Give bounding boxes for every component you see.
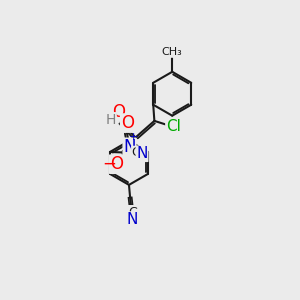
Text: O: O	[121, 114, 134, 132]
Text: −: −	[102, 155, 116, 173]
Text: Cl: Cl	[166, 119, 181, 134]
Text: N: N	[136, 146, 148, 161]
Text: N: N	[123, 138, 136, 156]
Text: N: N	[127, 212, 138, 227]
Text: C: C	[132, 146, 140, 159]
Text: CH₃: CH₃	[162, 47, 183, 57]
Text: +: +	[129, 132, 138, 142]
Text: H: H	[106, 113, 116, 127]
Text: O: O	[110, 155, 123, 173]
Text: C: C	[128, 206, 136, 219]
Text: O: O	[112, 103, 125, 121]
